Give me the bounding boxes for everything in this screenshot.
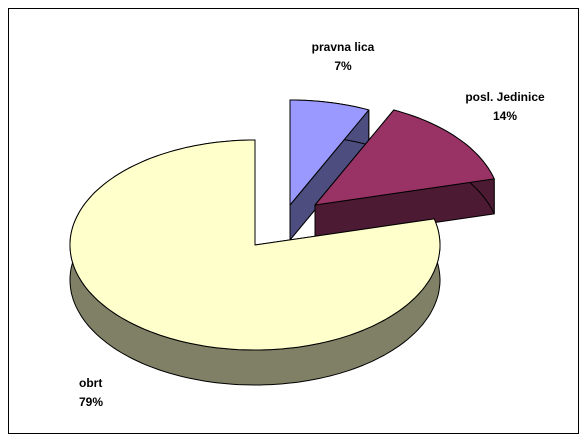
- slice: [69, 139, 441, 351]
- value-label: 79%: [79, 395, 104, 409]
- slice: [314, 109, 495, 206]
- category-label: pravna lica: [311, 40, 375, 54]
- value-label: 14%: [492, 109, 518, 123]
- category-label: posl. Jedinice: [465, 90, 545, 104]
- slice-label: posl. Jedinice 14%: [465, 88, 545, 126]
- slice: [289, 99, 370, 206]
- slice-label: obrt 79%: [79, 374, 119, 412]
- category-label: obrt: [79, 376, 103, 390]
- value-label: 7%: [334, 59, 352, 73]
- slice-label: pravna lica 7%: [288, 38, 398, 76]
